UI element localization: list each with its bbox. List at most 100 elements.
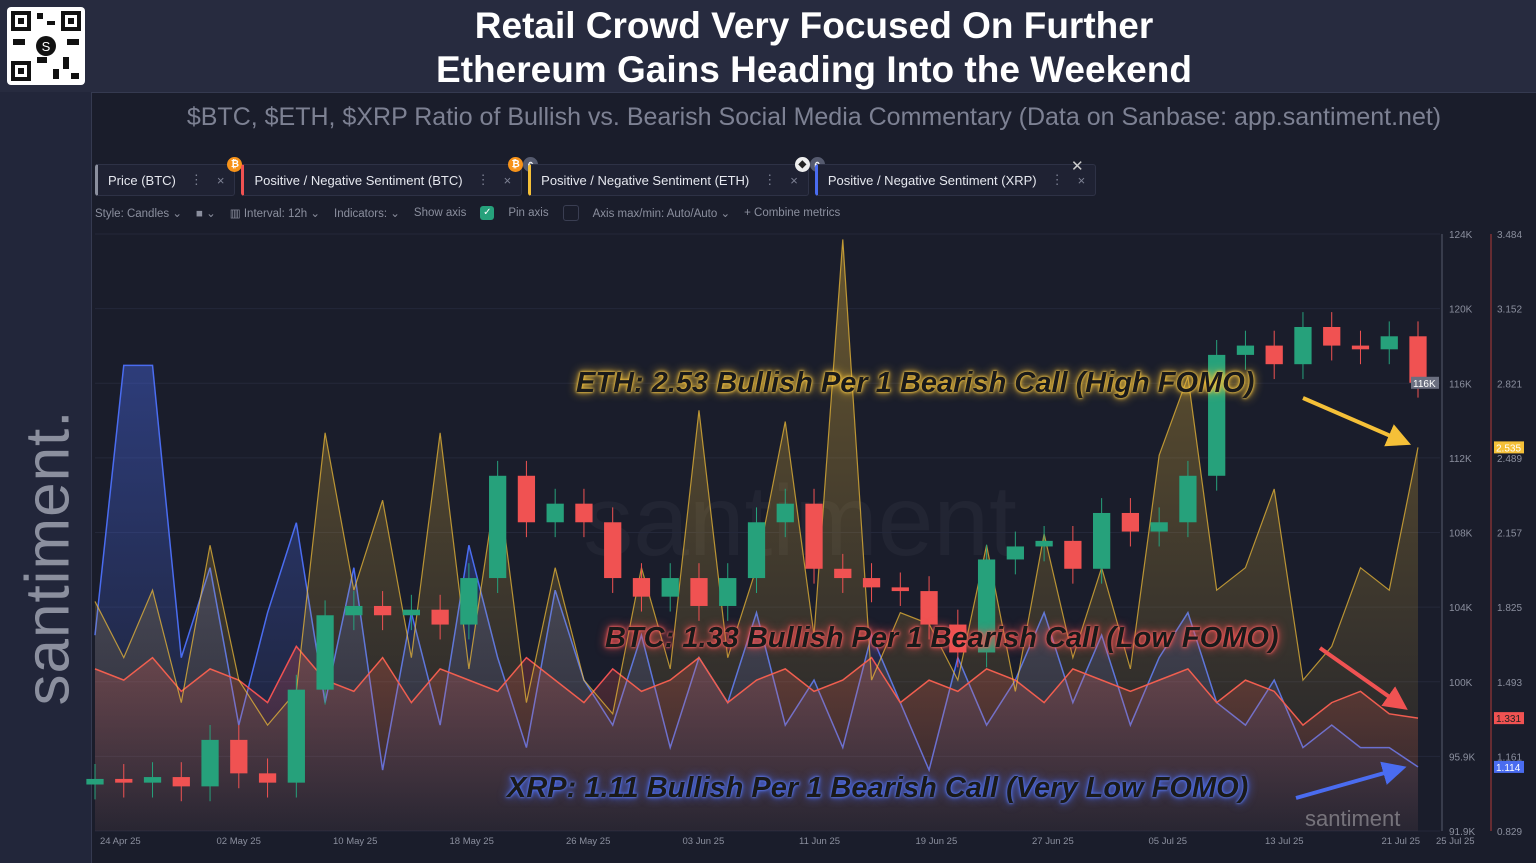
indicators-label: Indicators:: [334, 208, 388, 220]
candle-body: [1208, 354, 1226, 476]
indicators-dropdown[interactable]: Indicators: ⌄: [334, 208, 400, 220]
candle-body: [1064, 540, 1082, 569]
color-dropdown[interactable]: ■ ⌄: [196, 208, 216, 220]
price-tick-label: 100K: [1449, 678, 1473, 689]
candle-body: [402, 609, 420, 616]
qr-code-logo: S: [7, 7, 85, 85]
candle-body: [632, 578, 651, 597]
tab-label: Price (BTC): [108, 172, 176, 188]
candle-body: [431, 609, 449, 625]
combine-label: Combine metrics: [754, 207, 841, 219]
candle-body: [920, 591, 938, 625]
style-dropdown[interactable]: Style: Candles ⌄: [95, 208, 182, 220]
candle-body: [1409, 336, 1427, 383]
candle-body: [287, 689, 305, 783]
more-icon[interactable]: ⋮: [189, 172, 203, 187]
more-icon[interactable]: ⋮: [476, 172, 490, 187]
candle-body: [805, 503, 823, 569]
candle-body: [489, 475, 507, 579]
tab-sentiment-btc[interactable]: Positive / Negative Sentiment (BTC) ⋮ × ₿ …: [241, 157, 539, 196]
price-tick-label: 108K: [1449, 529, 1473, 540]
xrp-arrow: [1295, 761, 1407, 800]
bitcoin-icon: ₿: [227, 157, 243, 172]
candle-body: [1265, 345, 1283, 365]
x-tick-label: 18 May 25: [450, 836, 494, 847]
x-tick-label: 24 Apr 25: [100, 836, 141, 847]
candle-body: [143, 777, 162, 783]
candle-body: [977, 559, 996, 653]
x-tick-label: 26 May 25: [566, 836, 610, 847]
header: S Retail Crowd Very Focused On Further E…: [0, 0, 1536, 93]
metric-tabs: Price (BTC) ⋮ × ₿ Positive / Negative Sent…: [95, 157, 1097, 196]
x-tick-label: 10 May 25: [333, 836, 377, 847]
price-tick-label: 116K: [1449, 379, 1472, 390]
santiment-corner-watermark: santiment: [1305, 806, 1400, 831]
close-icon[interactable]: ×: [1077, 172, 1086, 188]
price-tick-label: 120K: [1449, 305, 1473, 316]
last-value-label: 2.535: [1496, 443, 1521, 454]
ethereum-icon: ◆: [794, 157, 810, 172]
candle-body: [1006, 546, 1024, 560]
candle-body: [546, 503, 564, 523]
price-tick-label: 91.9K: [1449, 827, 1475, 838]
pin-axis-label: Pin axis: [508, 207, 549, 219]
chart-title: Retail Crowd Very Focused On Further Eth…: [92, 4, 1536, 92]
current-price-badge: [1411, 376, 1439, 389]
x-tick-label: 02 May 25: [217, 836, 261, 847]
btc-arrow: [1318, 646, 1408, 710]
candle-body: [1093, 512, 1111, 569]
candle-body: [517, 475, 536, 523]
eth-arrow: [1302, 396, 1412, 447]
x-tick-label: 03 Jun 25: [683, 836, 725, 847]
last-value-label: 1.114: [1496, 763, 1521, 774]
chart-subtitle: $BTC, $ETH, $XRP Ratio of Bullish vs. Be…: [186, 103, 1442, 131]
candle-body: [115, 778, 133, 783]
candle-body: [776, 503, 794, 523]
style-label: Style: Candles: [95, 208, 170, 220]
axis-maxmin-label: Axis max/min: Auto/Auto: [592, 208, 718, 220]
candle-body: [1323, 326, 1341, 346]
candle-body: [1150, 522, 1168, 532]
candle-body: [661, 578, 679, 597]
calendar-icon: ▥: [229, 208, 241, 220]
more-icon[interactable]: ⋮: [1050, 172, 1064, 187]
candle-body: [1121, 512, 1140, 532]
annotation-eth: ETH: 2.53 Bullish Per 1 Bearish Call (Hi…: [576, 367, 1255, 399]
candle-body: [604, 522, 622, 579]
tab-label: Positive / Negative Sentiment (XRP): [827, 172, 1037, 188]
x-tick-label: 19 Jun 25: [916, 836, 958, 847]
svg-text:S: S: [42, 39, 51, 54]
close-all-icon[interactable]: ✕: [1071, 158, 1084, 175]
last-value-badge: [1494, 712, 1524, 725]
current-price-label: 116K: [1413, 379, 1436, 390]
candle-body: [1035, 540, 1053, 547]
ratio-tick-label: 1.493: [1497, 678, 1522, 689]
close-icon[interactable]: ×: [503, 172, 512, 188]
tab-sentiment-eth[interactable]: Positive / Negative Sentiment (ETH) ⋮ × ◆ …: [528, 157, 825, 196]
combine-metrics-button[interactable]: + Combine metrics: [744, 207, 841, 219]
close-icon[interactable]: ×: [790, 172, 798, 188]
candle-body: [316, 615, 334, 690]
pin-axis-checkbox[interactable]: [562, 205, 579, 221]
ratio-tick-label: 0.829: [1497, 827, 1522, 838]
annotation-btc: BTC: 1.33 Bullish Per 1 Bearish Call (Lo…: [605, 622, 1279, 654]
interval-dropdown[interactable]: ▥ Interval: 12h ⌄: [229, 208, 320, 220]
last-value-badge: [1494, 441, 1524, 454]
axis-maxmin-dropdown[interactable]: Axis max/min: Auto/Auto ⌄: [592, 208, 731, 220]
candle-body: [258, 773, 277, 783]
candle-body: [230, 739, 248, 774]
tab-price-btc[interactable]: Price (BTC) ⋮ × ₿: [95, 157, 243, 196]
ratio-tick-label: 3.152: [1497, 305, 1522, 316]
more-icon[interactable]: ⋮: [763, 172, 777, 187]
candle-body: [1236, 345, 1255, 355]
title-line-2: Ethereum Gains Heading Into the Weekend: [436, 49, 1192, 90]
ratio-tick-label: 1.825: [1497, 603, 1522, 614]
x-tick-label: 25 Jul 25: [1436, 836, 1475, 847]
show-axis-checkbox[interactable]: ✓: [480, 206, 495, 220]
close-icon[interactable]: ×: [216, 172, 225, 188]
candle-body: [172, 777, 190, 787]
ratio-tick-label: 1.161: [1497, 752, 1522, 763]
price-tick-label: 104K: [1449, 603, 1473, 614]
tab-sentiment-xrp[interactable]: Positive / Negative Sentiment (XRP) ⋮ ×: [814, 164, 1097, 196]
